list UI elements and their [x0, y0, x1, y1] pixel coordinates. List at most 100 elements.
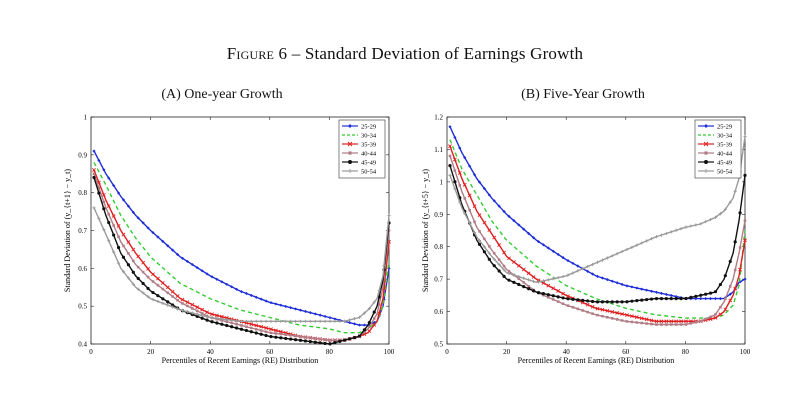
- series-marker-45-49: [497, 269, 501, 273]
- series-marker-35-39: [131, 247, 136, 252]
- series-marker-50-54: [126, 276, 130, 280]
- series-marker-35-39: [664, 319, 669, 324]
- series-marker-35-39: [511, 260, 516, 264]
- series-marker-25-29: [664, 292, 668, 297]
- series-marker-50-54: [230, 318, 234, 322]
- series-marker-50-54: [348, 318, 352, 322]
- series-marker-50-54: [586, 264, 590, 269]
- series-marker-25-29: [448, 125, 452, 129]
- series-marker-40-44: [230, 321, 233, 325]
- legend-label-40-44: 40-44: [361, 150, 377, 157]
- series-marker-35-39: [743, 238, 747, 243]
- legend-marker-50-54: [348, 169, 352, 173]
- y-tick-label: 1: [440, 178, 444, 186]
- series-marker-45-49: [338, 339, 342, 343]
- legend-marker-50-54: [704, 169, 708, 173]
- series-marker-35-39: [541, 281, 546, 285]
- series-marker-40-44: [561, 302, 565, 306]
- series-marker-40-44: [161, 287, 165, 291]
- series-marker-45-49: [244, 328, 249, 333]
- series-marker-45-49: [541, 292, 546, 296]
- series-marker-50-54: [497, 262, 501, 267]
- series-marker-45-49: [536, 290, 541, 295]
- series-marker-40-44: [92, 172, 96, 176]
- series-marker-40-44: [724, 297, 727, 301]
- series-marker-40-44: [625, 320, 629, 323]
- series-marker-25-29: [362, 323, 367, 327]
- series-marker-25-29: [274, 302, 278, 306]
- series-marker-45-49: [151, 290, 155, 295]
- series-marker-25-29: [472, 173, 477, 177]
- legend: 25-29 30-34 35-39 40-44 45-49 50-54: [694, 119, 742, 179]
- series-marker-35-39: [590, 304, 595, 309]
- series-marker-50-54: [146, 295, 150, 299]
- series-line-30-34: [93, 162, 390, 334]
- series-marker-40-44: [191, 307, 194, 310]
- series-marker-50-54: [625, 247, 629, 252]
- series-marker-50-54: [377, 289, 381, 293]
- series-marker-40-44: [264, 330, 268, 333]
- series-marker-45-49: [615, 300, 619, 304]
- series-marker-40-44: [733, 268, 737, 272]
- series-marker-40-44: [250, 326, 253, 330]
- series-marker-25-29: [674, 294, 678, 299]
- series-marker-45-49: [477, 242, 482, 246]
- series-marker-40-44: [151, 280, 155, 283]
- series-marker-50-54: [551, 277, 555, 281]
- series-marker-35-39: [615, 311, 620, 315]
- series-marker-45-49: [205, 318, 209, 322]
- series-marker-45-49: [689, 295, 693, 300]
- series-marker-40-44: [655, 323, 658, 326]
- series-marker-35-39: [502, 250, 506, 255]
- series-marker-50-54: [669, 230, 673, 234]
- series-marker-50-54: [487, 251, 491, 255]
- series-marker-35-39: [472, 204, 477, 209]
- series-line-30-34: [449, 139, 746, 319]
- series-marker-45-49: [718, 282, 723, 287]
- series-marker-40-44: [640, 321, 644, 325]
- series-marker-45-49: [156, 294, 160, 298]
- series-marker-25-29: [522, 227, 526, 231]
- series-marker-35-39: [200, 307, 205, 312]
- series-marker-50-54: [477, 238, 482, 243]
- series-marker-50-54: [699, 222, 703, 226]
- series-marker-45-49: [333, 341, 337, 345]
- series-marker-25-29: [254, 295, 258, 299]
- series-marker-35-39: [269, 327, 273, 332]
- series-marker-25-29: [640, 287, 644, 291]
- series-marker-45-49: [161, 297, 165, 301]
- series-marker-40-44: [517, 277, 521, 281]
- series-marker-35-39: [264, 326, 268, 330]
- series-marker-25-29: [205, 272, 209, 276]
- series-marker-45-49: [654, 297, 659, 301]
- series-marker-25-29: [200, 269, 204, 273]
- series-marker-35-39: [521, 267, 526, 272]
- series-marker-25-29: [180, 256, 185, 260]
- series-marker-35-39: [605, 308, 610, 313]
- series-marker-45-49: [704, 292, 708, 296]
- series-marker-25-29: [654, 290, 659, 294]
- series-marker-40-44: [136, 265, 140, 269]
- series-marker-35-39: [214, 313, 219, 318]
- series-marker-40-44: [259, 329, 263, 332]
- series-marker-40-44: [679, 323, 683, 326]
- series-marker-50-54: [522, 276, 526, 280]
- series-marker-45-49: [269, 334, 273, 339]
- series-marker-40-44: [132, 259, 135, 263]
- series-marker-40-44: [97, 186, 101, 190]
- series-marker-25-29: [161, 239, 165, 243]
- series-marker-35-39: [674, 319, 679, 324]
- series-marker-40-44: [156, 283, 160, 287]
- series-marker-35-39: [644, 317, 649, 322]
- series-marker-25-29: [595, 274, 600, 278]
- series-marker-40-44: [709, 315, 712, 319]
- series-marker-50-54: [180, 308, 185, 313]
- series-marker-25-29: [215, 277, 219, 281]
- series-marker-50-54: [259, 319, 263, 323]
- series-marker-45-49: [527, 287, 531, 291]
- series-marker-25-29: [561, 256, 565, 260]
- series-marker-50-54: [561, 274, 565, 279]
- series-marker-50-54: [264, 319, 268, 323]
- series-marker-40-44: [630, 320, 634, 324]
- series-marker-40-44: [674, 323, 678, 326]
